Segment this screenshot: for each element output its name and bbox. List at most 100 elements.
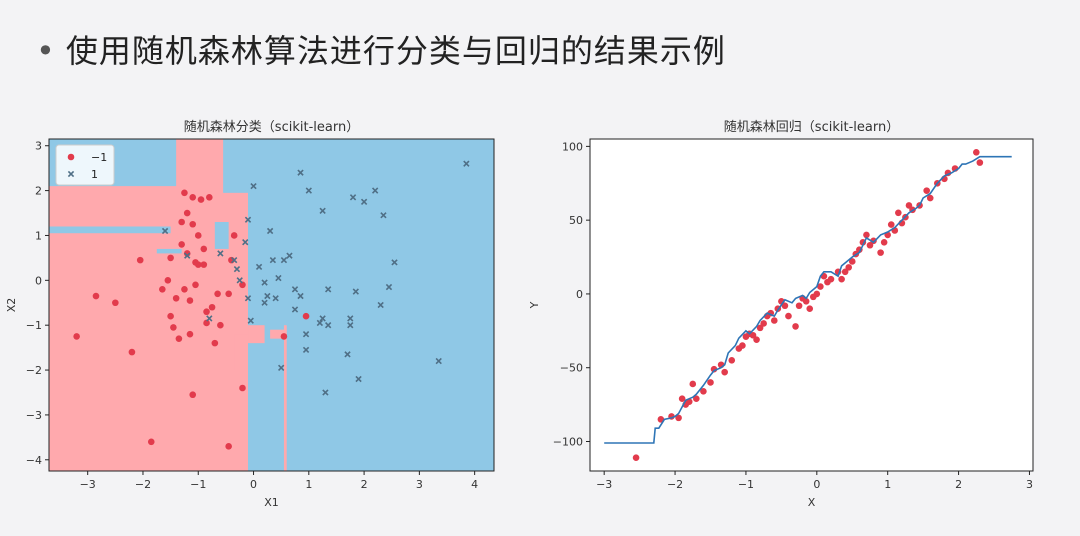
point-class-pos — [322, 389, 329, 396]
point-class-neg — [280, 333, 288, 340]
point-class-neg — [203, 308, 210, 316]
point-class-neg — [186, 330, 194, 338]
point-class-neg — [92, 292, 100, 300]
x-tick-label: 3 — [416, 478, 423, 491]
slide-title-text: 使用随机森林算法进行分类与回归的结果示例 — [65, 32, 726, 70]
point-class-neg — [225, 443, 232, 450]
regression-point — [848, 258, 856, 265]
point-class-pos — [231, 256, 238, 264]
point-class-neg — [230, 232, 238, 239]
point-class-neg — [167, 254, 174, 262]
point-class-pos — [463, 160, 470, 167]
decision-region — [248, 325, 265, 344]
decision-region — [49, 139, 249, 471]
regression-point — [905, 202, 913, 209]
point-class-neg — [181, 285, 188, 293]
regression-point — [795, 302, 803, 310]
regression-point — [792, 323, 799, 330]
point-class-pos — [247, 317, 254, 324]
point-class-neg — [167, 312, 174, 320]
plot-frame — [589, 138, 1034, 472]
legend-label-pos: 1 — [91, 168, 98, 181]
regression-point — [756, 324, 764, 332]
decision-region — [270, 329, 287, 339]
point-class-pos — [233, 265, 241, 273]
point-class-pos — [371, 187, 379, 194]
point-class-neg — [147, 438, 155, 446]
regression-point — [880, 238, 888, 246]
point-class-neg — [183, 209, 191, 217]
point-class-pos — [316, 319, 324, 327]
point-class-neg — [172, 294, 180, 302]
point-class-neg — [181, 189, 188, 197]
y-tick-label: 0 — [576, 288, 583, 301]
point-class-pos — [349, 194, 357, 201]
point-class-pos — [360, 198, 368, 205]
bullet-dot: • — [36, 32, 56, 70]
regression-point — [863, 231, 870, 239]
point-class-neg — [178, 241, 185, 248]
point-class-neg — [194, 232, 202, 239]
plot-frame — [48, 138, 495, 472]
regression-point — [972, 148, 980, 156]
point-class-neg — [175, 335, 183, 342]
point-class-pos — [355, 375, 362, 383]
y-axis-label: Y — [528, 301, 541, 309]
point-class-neg — [189, 220, 197, 228]
x-tick-label: 4 — [471, 478, 478, 491]
chart-title: 随机森林回归（scikit-learn） — [724, 120, 899, 135]
x-tick-label: −1 — [190, 478, 206, 491]
point-class-pos — [291, 306, 299, 313]
x-tick-label: 0 — [813, 478, 820, 491]
y-tick-label: 100 — [562, 140, 583, 153]
point-class-pos — [352, 288, 359, 295]
decision-region — [248, 139, 494, 471]
y-tick-label: 1 — [35, 229, 42, 242]
point-class-neg — [136, 256, 144, 264]
point-class-pos — [236, 277, 243, 284]
y-axis-label: X2 — [5, 298, 18, 313]
point-class-neg — [197, 196, 205, 203]
regression-point — [739, 342, 746, 349]
point-class-pos — [319, 315, 326, 322]
point-class-neg — [128, 348, 136, 356]
point-class-pos — [435, 357, 442, 365]
regression-point — [728, 357, 736, 364]
point-class-pos — [385, 283, 393, 291]
regression-point — [675, 414, 682, 422]
regression-point — [923, 187, 930, 194]
classification-chart: −3 −2 −1 0 1 2 3 4 3 2 1 0 −1 −2 −3 −4 随机森林分类（scikit-lea… — [5, 120, 495, 509]
decision-region — [234, 334, 249, 371]
x-tick-label: −3 — [80, 478, 96, 491]
regression-point — [678, 395, 686, 402]
regression-point — [841, 268, 849, 276]
point-class-pos — [255, 263, 263, 271]
regression-point — [770, 317, 778, 324]
y-tick-label: −1 — [26, 319, 42, 332]
regression-point — [877, 249, 884, 256]
plot-area — [590, 139, 1033, 471]
point-class-pos — [302, 330, 310, 338]
y-tick-label: −100 — [553, 435, 583, 448]
y-tick-label: −4 — [26, 454, 42, 467]
point-class-pos — [278, 364, 285, 371]
point-class-pos — [319, 207, 326, 214]
decision-region — [156, 248, 182, 254]
point-class-pos — [347, 322, 354, 329]
regression-point — [802, 298, 810, 305]
point-class-pos — [272, 295, 279, 302]
point-class-pos — [377, 301, 384, 309]
point-class-pos — [286, 252, 293, 259]
point-class-neg — [164, 277, 172, 284]
regression-point — [689, 380, 697, 388]
y-tick-label: 50 — [569, 214, 583, 227]
point-class-pos — [250, 182, 257, 190]
point-class-neg — [186, 297, 194, 304]
decision-region — [283, 325, 287, 471]
point-class-pos — [297, 292, 304, 300]
regression-chart: −3 −2 −1 0 1 2 3 100 50 0 −50 −100 随机森林回归（scikit-lea… — [528, 120, 1034, 509]
x-tick-label: 2 — [361, 478, 368, 491]
point-class-pos — [244, 295, 252, 302]
slide-title: • 使用随机森林算法进行分类与回归的结果示例 — [36, 26, 726, 72]
